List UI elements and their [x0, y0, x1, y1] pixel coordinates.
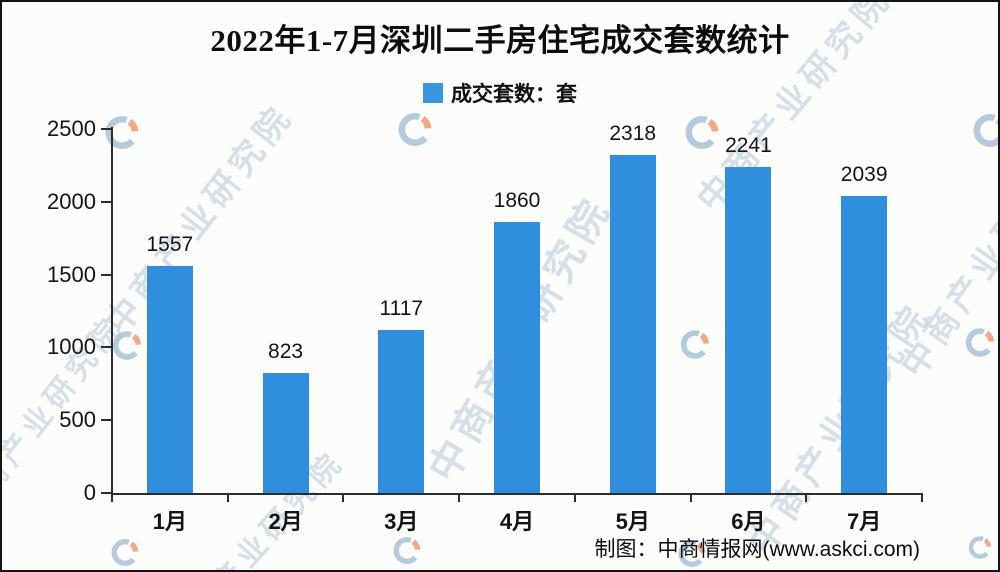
- x-axis-label: 3月: [384, 509, 419, 534]
- y-axis-line: [111, 127, 113, 495]
- bar: [841, 196, 888, 493]
- y-axis-tick: [101, 128, 112, 130]
- y-axis-label: 1500: [47, 261, 96, 287]
- x-axis-label: 7月: [847, 509, 882, 534]
- bar-value-label: 1860: [493, 189, 541, 213]
- x-axis-label: 5月: [615, 509, 650, 534]
- x-axis-tick: [921, 493, 923, 502]
- y-axis-label: 1000: [47, 334, 96, 360]
- x-axis-label: 4月: [499, 509, 535, 534]
- x-axis-tick: [111, 493, 113, 502]
- bar: [609, 155, 656, 493]
- x-axis-tick: [689, 493, 692, 502]
- x-axis-label: 1月: [152, 509, 187, 534]
- bar-value-label: 2241: [725, 133, 772, 157]
- y-axis-tick: [101, 492, 112, 494]
- x-axis-label: 2月: [268, 509, 303, 534]
- x-axis-tick: [573, 493, 576, 502]
- x-axis-line: [111, 493, 923, 495]
- bar-value-label: 2318: [609, 122, 657, 146]
- bar: [262, 373, 309, 493]
- bar-value-label: 2039: [840, 163, 888, 187]
- bar-value-label: 1117: [379, 297, 424, 321]
- bar: [378, 330, 425, 493]
- y-axis-tick: [101, 200, 112, 203]
- y-axis-label: 2000: [47, 188, 96, 214]
- bar-value-label: 1557: [146, 233, 194, 257]
- x-axis-tick: [226, 493, 229, 502]
- legend-label: 成交套数：套: [451, 83, 577, 106]
- y-axis-label: 500: [59, 407, 96, 433]
- x-axis-label: 6月: [731, 509, 766, 534]
- bar: [725, 166, 772, 493]
- chart-title: 2022年1-7月深圳二手房住宅成交套数统计: [210, 23, 790, 58]
- y-axis-tick: [101, 419, 112, 422]
- bar-value-label: 823: [268, 340, 304, 364]
- legend: 成交套数：套: [2, 78, 998, 108]
- x-axis-tick: [458, 493, 461, 502]
- y-axis-tick: [101, 273, 112, 276]
- y-axis-label: 2500: [47, 116, 96, 141]
- x-axis-tick: [805, 493, 808, 502]
- bar: [146, 266, 193, 493]
- legend-swatch-icon: [423, 83, 443, 103]
- x-axis-tick: [342, 493, 345, 502]
- source-caption: 制图：中商情报网(www.askci.com): [594, 538, 920, 561]
- bar: [494, 222, 540, 493]
- y-axis-tick: [101, 346, 112, 349]
- y-axis-label: 0: [83, 480, 96, 505]
